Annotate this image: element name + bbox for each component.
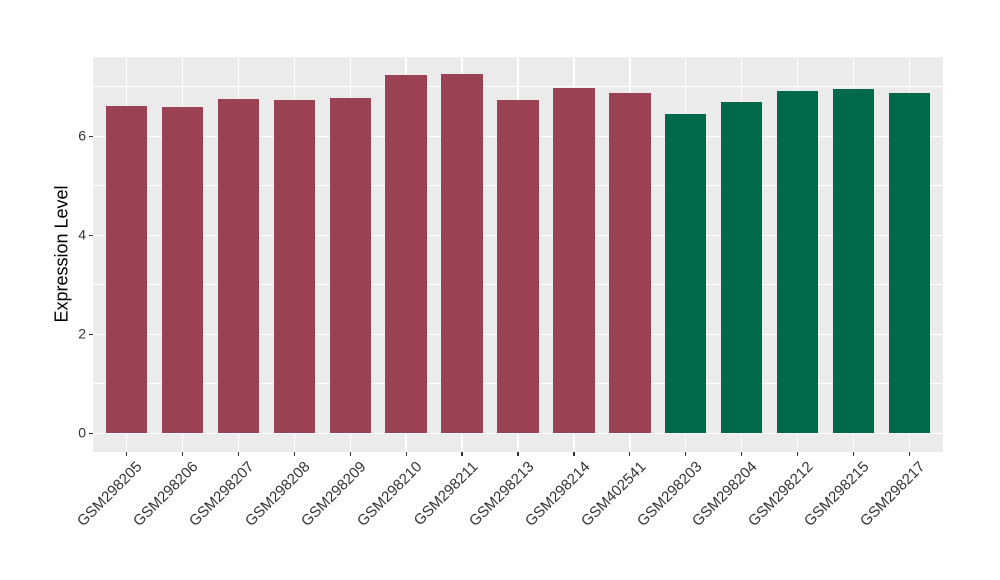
bar-GSM298210: [385, 75, 427, 434]
bar-GSM298204: [720, 102, 763, 434]
x-tick-mark: [293, 452, 295, 456]
y-tick-mark: [89, 333, 93, 335]
y-tick-mark: [89, 234, 93, 236]
bar-GSM402541: [609, 93, 651, 434]
x-tick-mark: [741, 452, 743, 456]
x-tick-mark: [629, 452, 631, 456]
bar-GSM298203: [665, 113, 707, 434]
bar-GSM298217: [888, 92, 931, 434]
bar-GSM298205: [105, 106, 148, 434]
x-tick-mark: [908, 452, 911, 456]
y-tick-label: 4: [78, 227, 86, 244]
x-tick-mark: [685, 452, 687, 456]
plot-panel: [93, 57, 943, 452]
y-tick-label: 0: [78, 425, 86, 442]
x-tick-mark: [181, 452, 184, 456]
bar-GSM298212: [776, 90, 819, 434]
y-tick-label: 6: [78, 128, 86, 145]
x-tick-mark: [461, 452, 463, 456]
bar-GSM298206: [161, 106, 204, 434]
bar-GSM298211: [441, 74, 483, 434]
y-tick-label: 2: [78, 326, 86, 343]
x-tick-mark: [405, 452, 407, 456]
bar-GSM298214: [553, 88, 595, 434]
x-tick-mark: [852, 452, 855, 456]
y-axis-title: Expression Level: [51, 185, 72, 323]
x-tick-mark: [517, 452, 519, 456]
y-tick-mark: [89, 432, 93, 434]
bar-GSM298213: [497, 100, 539, 434]
x-tick-mark: [797, 452, 799, 456]
bar-GSM298207: [217, 98, 260, 434]
x-tick-mark: [573, 452, 575, 456]
bar-GSM298209: [329, 98, 371, 434]
bar-GSM298215: [832, 88, 875, 434]
x-tick-mark: [237, 452, 239, 456]
y-tick-mark: [89, 135, 93, 137]
x-tick-mark: [349, 452, 351, 456]
x-tick-mark: [125, 452, 128, 456]
bar-GSM298208: [273, 99, 315, 434]
